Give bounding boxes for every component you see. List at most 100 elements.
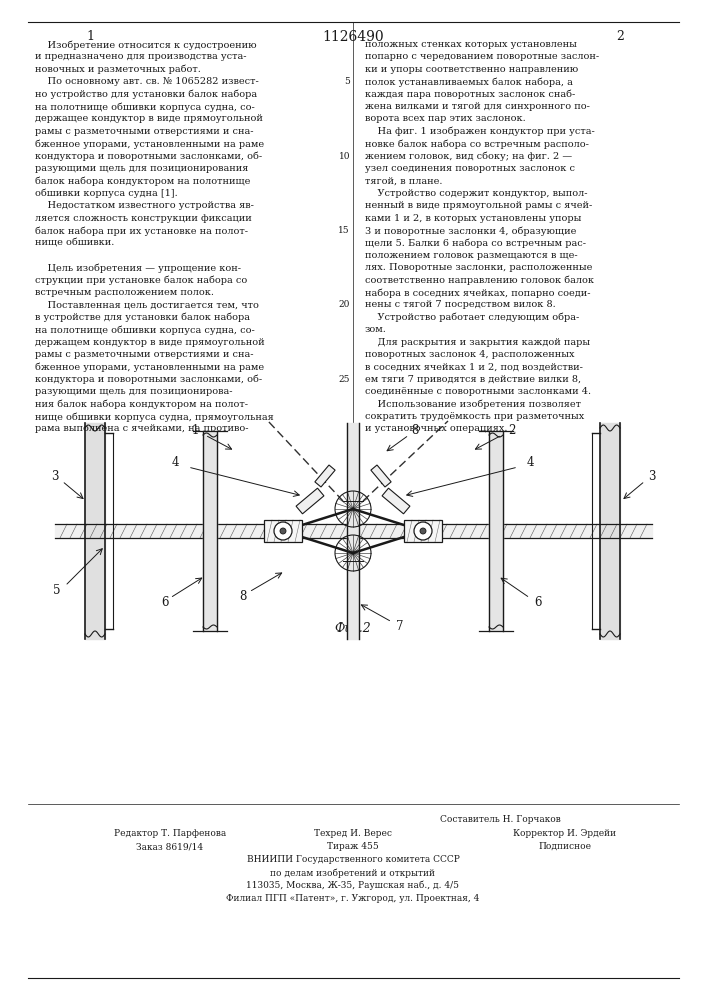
Text: ляется сложность конструкции фиксации: ляется сложность конструкции фиксации [35, 214, 252, 223]
Text: по делам изобретений и открытий: по делам изобретений и открытий [271, 868, 436, 878]
Text: ворота всех пар этих заслонок.: ворота всех пар этих заслонок. [365, 114, 526, 123]
Text: 2: 2 [508, 424, 515, 438]
Polygon shape [296, 488, 324, 514]
Text: ки и упоры соответственно направлению: ки и упоры соответственно направлению [365, 65, 578, 74]
Text: положением головок размещаются в ще-: положением головок размещаются в ще- [365, 251, 578, 260]
Text: держащем кондуктор в виде прямоугольной: держащем кондуктор в виде прямоугольной [35, 338, 264, 347]
Text: встречным расположением полок.: встречным расположением полок. [35, 288, 214, 297]
Text: тягой, в плане.: тягой, в плане. [365, 176, 443, 185]
Text: щели 5. Балки 6 набора со встречным рас-: щели 5. Балки 6 набора со встречным рас- [365, 238, 586, 248]
Bar [264, 520, 302, 542]
Text: нище обшивки корпуса судна, прямоугольная: нище обшивки корпуса судна, прямоугольна… [35, 412, 274, 422]
Circle shape [274, 522, 292, 540]
Text: Использование изобретения позволяет: Использование изобретения позволяет [365, 400, 581, 409]
Polygon shape [371, 465, 391, 487]
Text: 6: 6 [161, 596, 169, 609]
Text: разующими щель для позиционирова-: разующими щель для позиционирова- [35, 387, 233, 396]
Text: 1: 1 [192, 424, 199, 438]
Text: Фиг.2: Фиг.2 [334, 622, 371, 635]
Text: жением головок, вид сбоку; на фиг. 2 —: жением головок, вид сбоку; на фиг. 2 — [365, 152, 572, 161]
Text: жена вилками и тягой для синхронного по-: жена вилками и тягой для синхронного по- [365, 102, 590, 111]
Text: ем тяги 7 приводятся в действие вилки 8,: ем тяги 7 приводятся в действие вилки 8, [365, 375, 581, 384]
Text: ненный в виде прямоугольной рамы с ячей-: ненный в виде прямоугольной рамы с ячей- [365, 201, 592, 210]
Text: кондуктора и поворотными заслонками, об-: кондуктора и поворотными заслонками, об- [35, 375, 262, 384]
Text: ками 1 и 2, в которых установлены упоры: ками 1 и 2, в которых установлены упоры [365, 214, 581, 223]
Text: Тираж 455: Тираж 455 [327, 842, 379, 851]
Text: 5: 5 [344, 77, 350, 86]
Text: 113035, Москва, Ж-35, Раушская наб., д. 4/5: 113035, Москва, Ж-35, Раушская наб., д. … [247, 881, 460, 890]
Circle shape [420, 528, 426, 534]
Text: 20: 20 [339, 300, 350, 309]
Text: 1: 1 [86, 30, 94, 43]
Text: на полотнище обшивки корпуса судна, со-: на полотнище обшивки корпуса судна, со- [35, 325, 255, 335]
Text: кондуктора и поворотными заслонками, об-: кондуктора и поворотными заслонками, об- [35, 152, 262, 161]
Text: Корректор И. Эрдейи: Корректор И. Эрдейи [513, 829, 617, 838]
Text: нище обшивки.: нище обшивки. [35, 238, 115, 247]
Text: новочных и разметочных работ.: новочных и разметочных работ. [35, 65, 201, 74]
Text: балок набора кондуктором на полотнище: балок набора кондуктором на полотнище [35, 176, 250, 186]
Text: в устройстве для установки балок набора: в устройстве для установки балок набора [35, 313, 250, 322]
Text: сократить трудоёмкость при разметочных: сократить трудоёмкость при разметочных [365, 412, 584, 421]
Text: Изобретение относится к судостроению: Изобретение относится к судостроению [35, 40, 257, 49]
Text: Поставленная цель достигается тем, что: Поставленная цель достигается тем, что [35, 300, 259, 309]
Text: и установочных операциях.: и установочных операциях. [365, 424, 508, 433]
Text: ВНИИПИ Государственного комитета СССР: ВНИИПИ Государственного комитета СССР [247, 855, 460, 864]
Text: узел соединения поворотных заслонок с: узел соединения поворотных заслонок с [365, 164, 575, 173]
Text: соединённые с поворотными заслонками 4.: соединённые с поворотными заслонками 4. [365, 387, 591, 396]
Text: Устройство содержит кондуктор, выпол-: Устройство содержит кондуктор, выпол- [365, 189, 588, 198]
Text: и предназначено для производства уста-: и предназначено для производства уста- [35, 52, 247, 61]
Text: струкции при установке балок набора со: струкции при установке балок набора со [35, 276, 247, 285]
Text: поворотных заслонок 4, расположенных: поворотных заслонок 4, расположенных [365, 350, 575, 359]
Text: бженное упорами, установленными на раме: бженное упорами, установленными на раме [35, 362, 264, 372]
Polygon shape [315, 465, 335, 487]
Text: обшивки корпуса судна [1].: обшивки корпуса судна [1]. [35, 189, 177, 198]
Text: 5: 5 [53, 584, 61, 597]
Text: 4: 4 [526, 456, 534, 470]
Text: бженное упорами, установленными на раме: бженное упорами, установленными на раме [35, 139, 264, 149]
Text: 7: 7 [396, 619, 404, 633]
Text: нены с тягой 7 посредством вилок 8.: нены с тягой 7 посредством вилок 8. [365, 300, 556, 309]
Text: 8: 8 [239, 589, 247, 602]
Text: 3 и поворотные заслонки 4, образующие: 3 и поворотные заслонки 4, образующие [365, 226, 576, 235]
Text: 8: 8 [411, 424, 419, 438]
Text: 3: 3 [648, 470, 656, 483]
Text: положных стенках которых установлены: положных стенках которых установлены [365, 40, 577, 49]
Bar [404, 520, 442, 542]
Text: По основному авт. св. № 1065282 извест-: По основному авт. св. № 1065282 извест- [35, 77, 259, 86]
Text: лях. Поворотные заслонки, расположенные: лях. Поворотные заслонки, расположенные [365, 263, 592, 272]
Text: 4: 4 [171, 456, 179, 470]
Text: 10: 10 [339, 152, 350, 161]
Text: зом.: зом. [365, 325, 387, 334]
Text: в соседних ячейках 1 и 2, под воздействи-: в соседних ячейках 1 и 2, под воздействи… [365, 362, 583, 371]
Text: Филиал ПГП «Патент», г. Ужгород, ул. Проектная, 4: Филиал ПГП «Патент», г. Ужгород, ул. Про… [226, 894, 479, 903]
Circle shape [414, 522, 432, 540]
Text: держащее кондуктор в виде прямоугольной: держащее кондуктор в виде прямоугольной [35, 114, 263, 123]
Text: балок набора при их установке на полот-: балок набора при их установке на полот- [35, 226, 248, 235]
Text: новке балок набора со встречным располо-: новке балок набора со встречным располо- [365, 139, 589, 149]
Text: Недостатком известного устройства яв-: Недостатком известного устройства яв- [35, 201, 254, 210]
Text: разующими щель для позиционирования: разующими щель для позиционирования [35, 164, 248, 173]
Text: 15: 15 [339, 226, 350, 235]
Text: 25: 25 [339, 375, 350, 384]
Text: Подписное: Подписное [539, 842, 592, 851]
Text: на полотнище обшивки корпуса судна, со-: на полотнище обшивки корпуса судна, со- [35, 102, 255, 111]
Text: полок устанавливаемых балок набора, а: полок устанавливаемых балок набора, а [365, 77, 573, 87]
Text: каждая пара поворотных заслонок снаб-: каждая пара поворотных заслонок снаб- [365, 90, 575, 99]
Text: рамы с разметочными отверстиями и сна-: рамы с разметочными отверстиями и сна- [35, 350, 254, 359]
Text: На фиг. 1 изображен кондуктор при уста-: На фиг. 1 изображен кондуктор при уста- [365, 127, 595, 136]
Text: Устройство работает следующим обра-: Устройство работает следующим обра- [365, 313, 579, 322]
Text: Для раскрытия и закрытия каждой пары: Для раскрытия и закрытия каждой пары [365, 338, 590, 347]
Text: 6: 6 [534, 596, 542, 609]
Text: 1126490: 1126490 [322, 30, 384, 44]
Polygon shape [382, 488, 410, 514]
Text: попарно с чередованием поворотные заслон-: попарно с чередованием поворотные заслон… [365, 52, 599, 61]
Text: Составитель Н. Горчаков: Составитель Н. Горчаков [440, 815, 561, 824]
Text: Заказ 8619/14: Заказ 8619/14 [136, 842, 204, 851]
Circle shape [280, 528, 286, 534]
Text: рамы с разметочными отверстиями и сна-: рамы с разметочными отверстиями и сна- [35, 127, 254, 136]
Text: Техред И. Верес: Техред И. Верес [314, 829, 392, 838]
Text: ния балок набора кондуктором на полот-: ния балок набора кондуктором на полот- [35, 400, 248, 409]
Text: 3: 3 [51, 470, 59, 483]
Text: Редактор Т. Парфенова: Редактор Т. Парфенова [114, 829, 226, 838]
Text: набора в соседних ячейках, попарно соеди-: набора в соседних ячейках, попарно соеди… [365, 288, 590, 298]
